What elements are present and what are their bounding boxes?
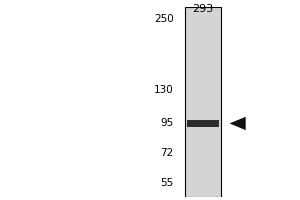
Polygon shape: [230, 117, 246, 130]
Text: 250: 250: [154, 14, 174, 24]
Bar: [185, 7, 221, 197]
Bar: [187, 120, 219, 127]
Text: 72: 72: [160, 148, 174, 158]
Text: 55: 55: [160, 178, 174, 188]
Text: 95: 95: [160, 118, 174, 128]
Text: 293: 293: [192, 4, 214, 14]
Text: 130: 130: [154, 85, 174, 95]
